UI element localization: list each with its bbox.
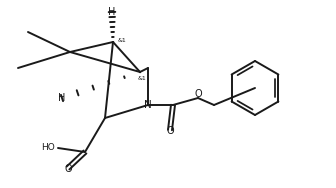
Text: H: H [58, 93, 66, 103]
Text: H: H [108, 7, 116, 17]
Text: O: O [64, 164, 72, 174]
Text: O: O [194, 89, 202, 99]
Text: O: O [166, 126, 174, 136]
Text: N: N [144, 100, 152, 110]
Text: HO: HO [41, 143, 55, 152]
Text: &1: &1 [118, 37, 126, 42]
Text: &1: &1 [138, 76, 146, 80]
